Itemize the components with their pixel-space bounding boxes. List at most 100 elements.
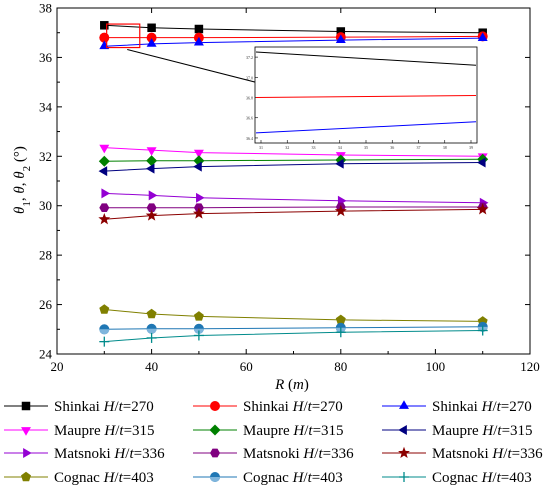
legend-label-part: =336 bbox=[134, 446, 165, 462]
legend-label-part: =270 bbox=[123, 399, 154, 415]
marker-shape bbox=[146, 32, 157, 43]
legend-label-part: H bbox=[113, 446, 126, 462]
legend-label-part: / bbox=[492, 399, 497, 415]
legend-marker bbox=[210, 472, 220, 482]
marker-shape bbox=[193, 36, 204, 46]
inset-x-tick-label: 35 bbox=[364, 145, 368, 150]
legend-marker bbox=[398, 446, 410, 459]
marker-shape bbox=[100, 21, 109, 30]
legend-label: Maupre H/t=315 bbox=[432, 423, 533, 439]
legend-label-part: =336 bbox=[323, 446, 354, 462]
y-axis-title: θ1, θ, θ2 (°) bbox=[12, 146, 33, 214]
marker-half bbox=[99, 329, 110, 335]
legend-marker bbox=[398, 425, 407, 435]
data-point bbox=[146, 38, 157, 47]
legend-item: Matsnoki H/t=336 bbox=[382, 446, 543, 462]
marker-shape bbox=[193, 311, 204, 321]
series-line bbox=[104, 192, 483, 204]
legend-label-part: =403 bbox=[501, 470, 532, 486]
legend-label-part: Matsnoki bbox=[54, 446, 114, 462]
marker-shape bbox=[196, 192, 205, 203]
y-tick-label: 28 bbox=[39, 248, 52, 263]
legend-item: Shinkai H/t=270 bbox=[193, 399, 343, 415]
legend-label-part: t bbox=[129, 446, 134, 462]
legend-label-part: t bbox=[308, 399, 313, 415]
legend-label-part: / bbox=[303, 470, 308, 486]
y-tick-label: 34 bbox=[39, 99, 53, 114]
data-point bbox=[194, 24, 204, 34]
data-point bbox=[193, 330, 204, 341]
series-line bbox=[104, 309, 483, 322]
marker-shape bbox=[21, 471, 31, 482]
marker-shape bbox=[99, 203, 110, 213]
data-point bbox=[145, 209, 158, 221]
marker-shape bbox=[98, 155, 110, 167]
data-point bbox=[335, 314, 346, 325]
marker-shape bbox=[21, 401, 31, 411]
y-tick-label: 38 bbox=[39, 1, 52, 16]
data-point bbox=[335, 34, 346, 44]
legend-item: Matsnoki H/t=336 bbox=[4, 446, 165, 462]
marker-shape bbox=[210, 448, 220, 458]
inset-line bbox=[255, 95, 477, 99]
data-point bbox=[336, 27, 346, 36]
marker-shape bbox=[335, 314, 346, 325]
legend-label-part: t bbox=[119, 470, 124, 486]
legend-item: Matsnoki H/t=336 bbox=[193, 446, 354, 462]
series-8 bbox=[99, 202, 488, 213]
inset-frame bbox=[254, 46, 478, 144]
legend-label-part: Maupre bbox=[432, 423, 482, 439]
legend-label-part: H bbox=[292, 470, 305, 486]
legend-label: Shinkai H/t=270 bbox=[432, 399, 532, 415]
y-tick-label: 24 bbox=[39, 347, 53, 362]
legend-marker bbox=[23, 448, 32, 458]
legend-label-part: t bbox=[308, 470, 313, 486]
legend-item: Shinkai H/t=270 bbox=[4, 399, 154, 415]
data-point bbox=[335, 158, 344, 169]
data-point bbox=[98, 213, 111, 225]
marker-shape bbox=[476, 203, 489, 215]
marker-shape bbox=[99, 304, 110, 314]
marker-shape bbox=[145, 209, 158, 221]
legend-item: Cognac H/t=403 bbox=[382, 470, 532, 486]
legend-label-part: t bbox=[497, 423, 502, 439]
legend-label: Cognac H/t=403 bbox=[243, 470, 343, 486]
legend-label-part: / bbox=[304, 423, 309, 439]
legend-label-part: t bbox=[119, 423, 124, 439]
data-point bbox=[192, 207, 205, 219]
marker-shape bbox=[99, 144, 110, 154]
inset-line bbox=[255, 121, 477, 134]
y-tick-label: 36 bbox=[39, 50, 53, 65]
legend-label-part: H bbox=[103, 470, 116, 486]
marker-shape bbox=[101, 188, 111, 199]
data-point bbox=[98, 155, 110, 167]
inset-x-tick-label: 33 bbox=[312, 145, 316, 150]
legend-item: Cognac H/t=403 bbox=[4, 470, 154, 486]
x-tick-label: 60 bbox=[240, 359, 253, 374]
legend-label-part: H bbox=[103, 423, 116, 439]
legend-item: Maupre H/t=315 bbox=[4, 423, 155, 439]
legend-label: Maupre H/t=315 bbox=[54, 423, 155, 439]
series-1 bbox=[100, 21, 487, 37]
series-line bbox=[104, 147, 483, 157]
legend-item: Maupre H/t=315 bbox=[193, 423, 344, 439]
marker-shape bbox=[146, 203, 157, 213]
legend-label-part: H bbox=[481, 423, 494, 439]
inset-x-tick-label: 32 bbox=[285, 145, 289, 150]
inset-line bbox=[255, 51, 477, 66]
marker-shape bbox=[335, 34, 346, 44]
marker-shape bbox=[194, 24, 204, 34]
legend-marker bbox=[21, 401, 31, 411]
legend-item: Maupre H/t=315 bbox=[382, 423, 533, 439]
data-point bbox=[99, 324, 110, 335]
legend-label: Matsnoki H/t=336 bbox=[432, 446, 543, 462]
data-point bbox=[146, 203, 157, 213]
series-6 bbox=[98, 157, 486, 177]
series-line bbox=[104, 161, 483, 172]
data-point bbox=[476, 203, 489, 215]
legend-label-part: Matsnoki bbox=[432, 446, 492, 462]
inset-y-tick-label: 36.6 bbox=[246, 116, 253, 121]
marker-shape bbox=[21, 427, 31, 436]
series-layer bbox=[98, 21, 489, 347]
